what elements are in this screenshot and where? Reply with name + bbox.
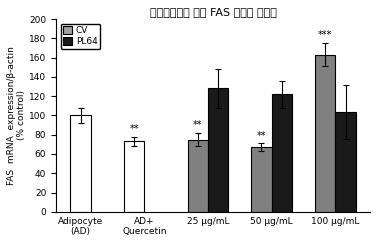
Text: **: **: [257, 130, 266, 140]
Bar: [251, 147, 272, 212]
Bar: [188, 139, 208, 212]
Bar: [70, 115, 91, 212]
Bar: [208, 88, 228, 212]
Text: **: **: [193, 120, 202, 130]
Bar: [336, 112, 356, 212]
Text: ***: ***: [318, 30, 333, 40]
Title: 점질물처리에 따른 FAS 유전자 발현량: 점질물처리에 따른 FAS 유전자 발현량: [150, 7, 276, 17]
Y-axis label: FAS  mRNA  expression/β-actin
(% control): FAS mRNA expression/β-actin (% control): [7, 46, 26, 185]
Legend: CV, PL64: CV, PL64: [61, 24, 100, 49]
Text: **: **: [129, 124, 139, 134]
Bar: [272, 94, 292, 212]
Bar: [124, 141, 144, 212]
Bar: [315, 55, 336, 212]
